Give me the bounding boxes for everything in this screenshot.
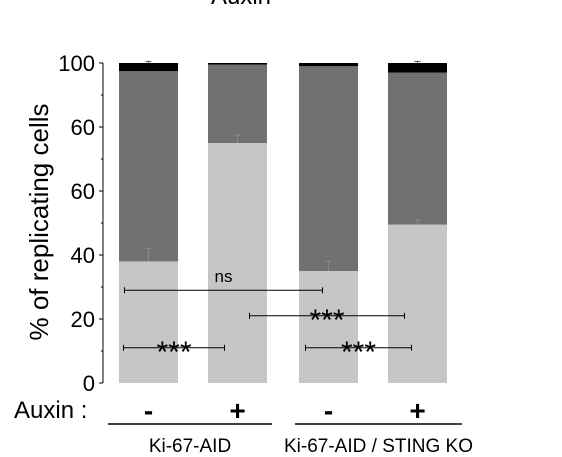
- bar-segment: [208, 143, 267, 383]
- y-tick-label: 60: [71, 115, 95, 140]
- y-tick-label: 60: [71, 179, 95, 204]
- category-label: +: [409, 395, 425, 426]
- y-tick-label: 40: [71, 243, 95, 268]
- bar-segment: [119, 261, 178, 383]
- annotation-label: ns: [215, 267, 233, 286]
- y-tick-label: 0: [83, 371, 95, 396]
- bar-segment: [299, 271, 358, 383]
- annotation-label: ***: [156, 336, 191, 369]
- bar-segment: [119, 63, 178, 71]
- treatment-label: Auxin :: [14, 397, 87, 424]
- y-tick-label: 100: [58, 51, 95, 76]
- significance-annotations: ns****** ***: [123, 267, 412, 369]
- annotation-label: ***: [341, 336, 376, 369]
- bar-segment: [119, 71, 178, 262]
- group-label: Ki-67-AID: [149, 436, 231, 457]
- category-label: -: [144, 395, 153, 426]
- chart-title: Auxin: [211, 0, 271, 10]
- category-label: -: [324, 395, 333, 426]
- bars: [119, 60, 447, 383]
- bar-segment: [388, 224, 447, 383]
- bar-segment: [208, 64, 267, 143]
- bar-segment: [299, 66, 358, 271]
- bar-segment: [388, 63, 447, 73]
- category-labels: - + - +: [144, 395, 426, 426]
- y-tick-label: 20: [71, 307, 95, 332]
- annotation-label: ***: [309, 304, 344, 337]
- group-labels: Ki-67-AID Ki-67-AID / STING KO: [108, 423, 473, 457]
- y-axis-label: % of replicating cells: [24, 104, 54, 341]
- group-label: Ki-67-AID / STING KO: [284, 436, 473, 457]
- bar-segment: [299, 63, 358, 67]
- y-axis: 0 20 40 60 60 100: [58, 51, 104, 396]
- bar-segment: [388, 72, 447, 225]
- category-label: +: [229, 395, 245, 426]
- bar-segment: [208, 63, 267, 65]
